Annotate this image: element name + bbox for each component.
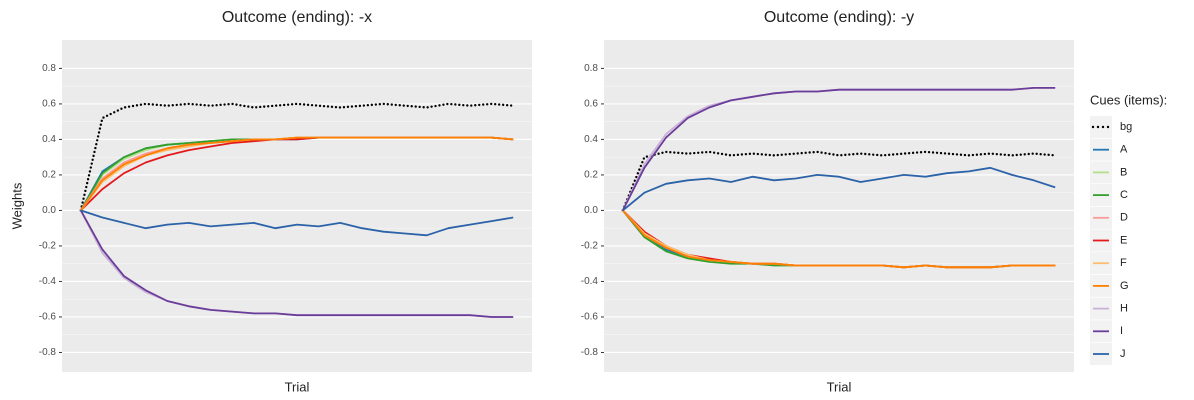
legend-label: B bbox=[1120, 166, 1127, 178]
y-tick-label: 0.6 bbox=[584, 99, 598, 110]
series-line bbox=[621, 150, 1057, 212]
legend-label: F bbox=[1120, 257, 1127, 269]
y-tick-label: -0.8 bbox=[39, 347, 57, 358]
series-line bbox=[622, 166, 1056, 212]
y-tick-label: -0.8 bbox=[581, 347, 599, 358]
legend-label: A bbox=[1120, 144, 1128, 156]
series-line bbox=[80, 136, 514, 211]
legend-label: D bbox=[1120, 212, 1128, 224]
legend-label: I bbox=[1120, 325, 1123, 337]
y-tick-label: -0.6 bbox=[39, 312, 57, 323]
legend-key bbox=[1090, 116, 1112, 138]
legend-label: G bbox=[1120, 280, 1129, 292]
chart-title: Outcome (ending): -y bbox=[764, 9, 914, 26]
y-tick-label: 0.6 bbox=[42, 99, 56, 110]
y-tick-label: 0.4 bbox=[42, 134, 56, 145]
series-line bbox=[80, 209, 514, 318]
series-line bbox=[80, 209, 514, 237]
legend-label: E bbox=[1120, 234, 1127, 246]
y-tick-label: -0.4 bbox=[581, 276, 599, 287]
y-tick-label: -0.4 bbox=[39, 276, 57, 287]
y-tick-label: 0.8 bbox=[584, 63, 598, 74]
legend-title: Cues (items): bbox=[1090, 92, 1167, 107]
x-axis-label: Trial bbox=[827, 379, 852, 394]
legend-label: H bbox=[1120, 303, 1128, 315]
series-line bbox=[621, 87, 1056, 211]
y-tick-label: -0.2 bbox=[39, 241, 57, 252]
legend-label: C bbox=[1120, 189, 1128, 201]
y-tick-label: -0.6 bbox=[581, 312, 599, 323]
y-tick-label: 0.4 bbox=[584, 134, 598, 145]
y-tick-label: -0.2 bbox=[581, 241, 599, 252]
y-tick-label: 0.0 bbox=[42, 205, 56, 216]
series-line bbox=[622, 209, 1056, 269]
y-tick-label: 0.2 bbox=[584, 170, 598, 181]
x-axis-label: Trial bbox=[285, 379, 310, 394]
legend-label: J bbox=[1120, 348, 1126, 360]
legend-label: bg bbox=[1120, 121, 1132, 133]
plot-background bbox=[62, 40, 532, 372]
chart-title: Outcome (ending): -x bbox=[222, 9, 372, 26]
y-tick-label: 0.8 bbox=[42, 63, 56, 74]
y-tick-label: 0.2 bbox=[42, 170, 56, 181]
y-tick-label: 0.0 bbox=[584, 205, 598, 216]
series-line bbox=[79, 102, 515, 212]
y-axis-label: Weights bbox=[9, 182, 24, 229]
